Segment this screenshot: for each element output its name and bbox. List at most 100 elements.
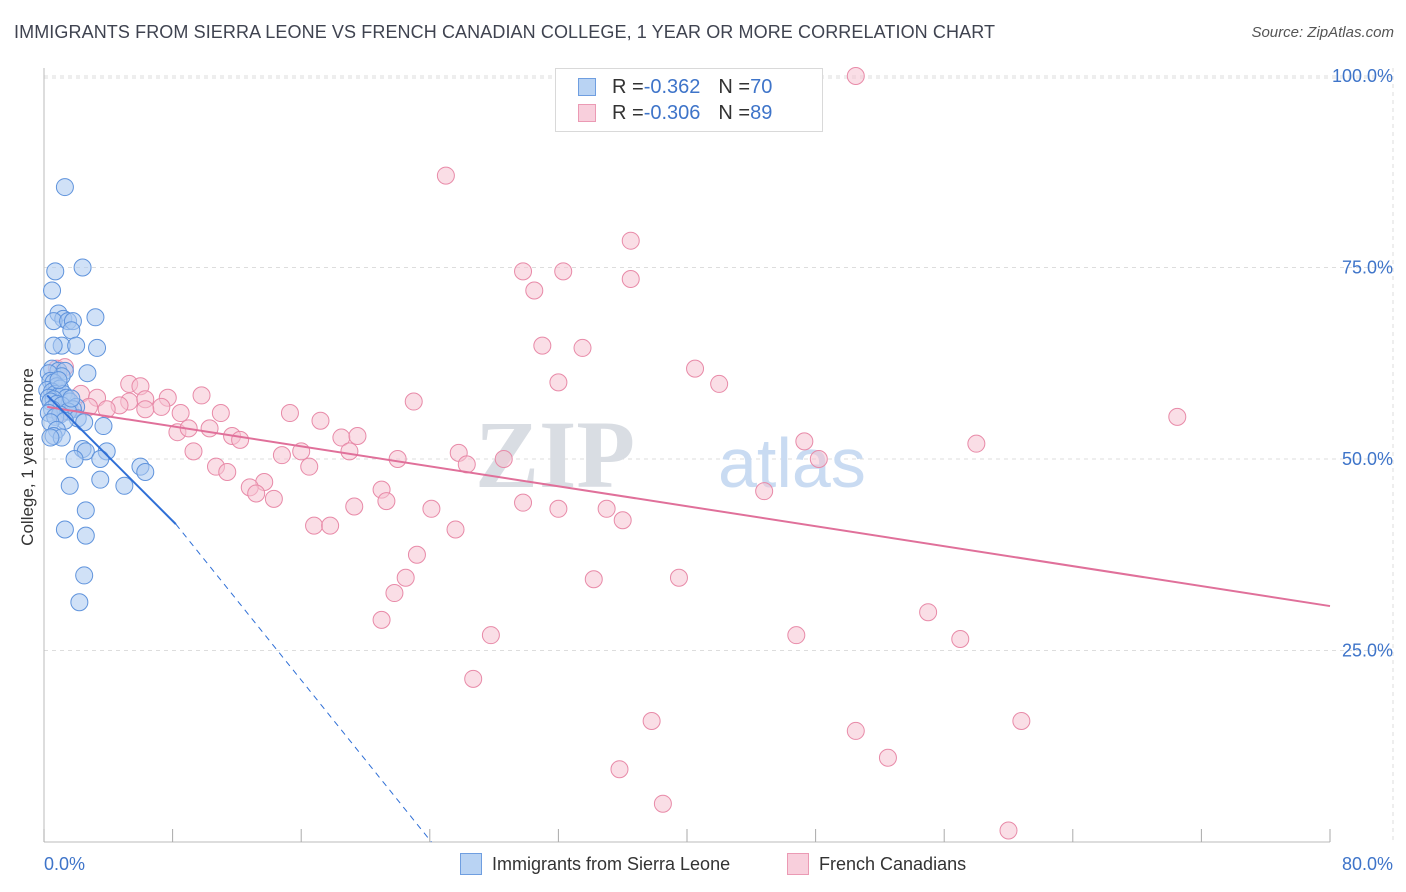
data-point-french-canadians bbox=[809, 450, 828, 468]
data-point-french-canadians bbox=[549, 499, 568, 518]
legend-series-name: Immigrants from Sierra Leone bbox=[492, 853, 731, 874]
data-point-french-canadians bbox=[878, 748, 897, 767]
data-point-sierra-leone bbox=[115, 476, 134, 495]
data-point-sierra-leone bbox=[62, 321, 81, 340]
data-point-french-canadians bbox=[597, 499, 616, 518]
data-point-french-canadians bbox=[372, 610, 391, 629]
data-point-sierra-leone bbox=[75, 413, 94, 432]
data-point-french-canadians bbox=[669, 568, 688, 587]
y-tick-label: 50.0% bbox=[1342, 449, 1393, 469]
legend-r-value: -0.362 bbox=[643, 75, 701, 98]
data-point-french-canadians bbox=[136, 400, 155, 419]
data-point-french-canadians bbox=[300, 457, 319, 476]
data-point-french-canadians bbox=[388, 450, 407, 468]
data-point-sierra-leone bbox=[76, 526, 95, 545]
data-point-french-canadians bbox=[610, 760, 629, 779]
french-canadians-points bbox=[47, 67, 1187, 840]
data-point-sierra-leone bbox=[49, 371, 68, 390]
data-point-sierra-leone bbox=[62, 389, 81, 408]
data-point-french-canadians bbox=[795, 432, 814, 451]
data-point-french-canadians bbox=[345, 497, 364, 516]
data-point-sierra-leone bbox=[55, 178, 74, 197]
x-tick-label: 0.0% bbox=[44, 854, 85, 874]
legend-swatch-blue bbox=[460, 853, 482, 875]
data-point-sierra-leone bbox=[75, 566, 94, 585]
data-point-french-canadians bbox=[385, 584, 404, 603]
data-point-french-canadians bbox=[422, 499, 441, 518]
data-point-french-canadians bbox=[621, 231, 640, 250]
data-point-french-canadians bbox=[211, 404, 230, 423]
data-point-french-canadians bbox=[404, 392, 423, 411]
data-point-french-canadians bbox=[554, 262, 573, 281]
data-point-french-canadians bbox=[231, 430, 250, 449]
data-point-french-canadians bbox=[321, 516, 340, 535]
data-point-french-canadians bbox=[846, 67, 865, 85]
data-point-french-canadians bbox=[1168, 407, 1187, 426]
watermark: ZIP atlas bbox=[475, 401, 866, 508]
y-tick-label: 75.0% bbox=[1342, 258, 1393, 278]
data-point-sierra-leone bbox=[88, 338, 107, 357]
data-point-sierra-leone bbox=[55, 520, 74, 539]
data-point-french-canadians bbox=[481, 626, 500, 645]
data-point-french-canadians bbox=[846, 721, 865, 740]
y-tick-label: 25.0% bbox=[1342, 641, 1393, 661]
data-point-sierra-leone bbox=[73, 258, 92, 277]
data-point-french-canadians bbox=[396, 568, 415, 587]
data-point-french-canadians bbox=[407, 545, 426, 564]
data-point-french-canadians bbox=[311, 411, 330, 430]
y-axis-label: College, 1 year or more bbox=[18, 368, 37, 546]
x-tick-label: 80.0% bbox=[1342, 854, 1393, 874]
legend-n-label: N = bbox=[718, 75, 751, 98]
trend-dashed-extension bbox=[175, 523, 432, 843]
legend-row-french-canadians: R = -0.306 N = 89 bbox=[578, 100, 772, 126]
legend-series-name: French Canadians bbox=[819, 853, 967, 874]
data-point-french-canadians bbox=[494, 450, 513, 468]
data-point-sierra-leone bbox=[91, 450, 110, 468]
data-point-french-canadians bbox=[584, 570, 603, 589]
trend-lines bbox=[46, 394, 1331, 608]
data-point-sierra-leone bbox=[78, 364, 97, 383]
data-point-french-canadians bbox=[264, 489, 283, 508]
data-point-french-canadians bbox=[340, 442, 359, 461]
legend-r-value: -0.306 bbox=[643, 101, 701, 124]
data-point-french-canadians bbox=[514, 262, 533, 281]
data-point-french-canadians bbox=[1012, 711, 1031, 730]
data-point-french-canadians bbox=[549, 373, 568, 392]
data-point-french-canadians bbox=[436, 166, 455, 185]
legend-n-label: N = bbox=[718, 101, 751, 124]
axes bbox=[43, 68, 1331, 843]
trend-line-french-canadians bbox=[47, 405, 1331, 608]
data-point-french-canadians bbox=[525, 281, 544, 300]
trend-line-sierra-leone bbox=[46, 394, 177, 525]
data-point-french-canadians bbox=[247, 484, 266, 503]
data-point-french-canadians bbox=[348, 427, 367, 446]
data-point-french-canadians bbox=[192, 386, 211, 405]
data-point-french-canadians bbox=[533, 336, 552, 355]
data-point-french-canadians bbox=[218, 463, 237, 482]
data-point-sierra-leone bbox=[91, 470, 110, 489]
data-point-french-canadians bbox=[999, 821, 1018, 840]
data-point-french-canadians bbox=[919, 603, 938, 622]
legend-item-french-canadians: French Canadians bbox=[787, 851, 966, 877]
data-point-sierra-leone bbox=[67, 336, 86, 355]
data-point-french-canadians bbox=[200, 419, 219, 438]
data-point-french-canadians bbox=[686, 359, 705, 378]
data-point-sierra-leone bbox=[44, 336, 63, 355]
data-point-french-canadians bbox=[653, 794, 672, 813]
data-point-sierra-leone bbox=[70, 593, 89, 612]
data-point-french-canadians bbox=[280, 404, 299, 423]
data-point-french-canadians bbox=[613, 511, 632, 530]
data-point-french-canadians bbox=[464, 669, 483, 688]
legend-n-value: 89 bbox=[750, 101, 773, 124]
data-point-french-canadians bbox=[152, 397, 171, 416]
data-point-french-canadians bbox=[755, 482, 774, 501]
data-point-sierra-leone bbox=[46, 262, 65, 281]
trend-extension-sierra-leone bbox=[175, 523, 432, 843]
source-label: Source: ZipAtlas.com bbox=[1251, 24, 1394, 41]
legend-r-label: R = bbox=[612, 101, 644, 124]
legend-r-label: R = bbox=[612, 75, 644, 98]
watermark-atlas: atlas bbox=[718, 424, 866, 502]
data-point-sierra-leone bbox=[94, 417, 113, 436]
data-point-sierra-leone bbox=[65, 450, 84, 468]
